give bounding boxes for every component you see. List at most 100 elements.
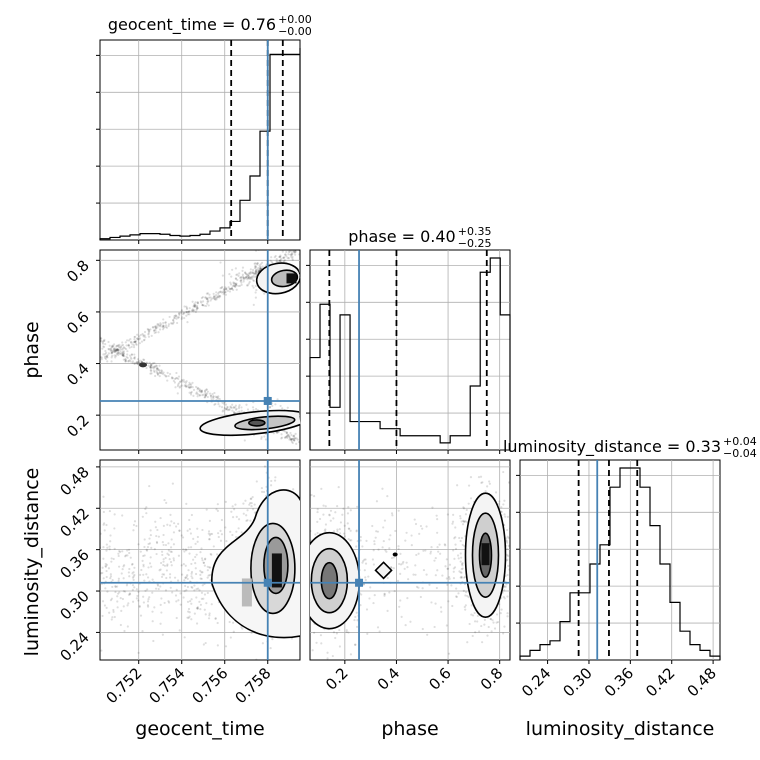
sample-point (252, 286, 255, 289)
sample-point (225, 540, 228, 543)
sample-point (264, 438, 268, 441)
sample-point (223, 288, 226, 291)
sample-point (236, 411, 239, 414)
sample-point (160, 369, 163, 372)
sample-point (226, 405, 229, 409)
sample-point (255, 272, 258, 275)
x-tick-label: 0.48 (684, 664, 720, 700)
sample-point (462, 507, 466, 510)
sample-point (219, 539, 223, 542)
sample-point (434, 602, 437, 605)
sample-point (131, 572, 134, 575)
sample-point (202, 561, 206, 564)
sample-point (169, 560, 173, 564)
sample-point (285, 250, 288, 254)
sample-point (167, 542, 170, 545)
sample-point (253, 511, 257, 514)
sample-point (496, 620, 500, 624)
sample-point (208, 293, 211, 296)
sample-point (208, 392, 212, 395)
sample-point (175, 616, 178, 620)
sample-point (209, 394, 213, 398)
sample-point (164, 321, 167, 324)
sample-point (278, 260, 281, 263)
sample-point (305, 559, 307, 561)
sample-point (204, 393, 208, 396)
sample-point (235, 273, 238, 276)
sample-point (512, 576, 514, 578)
sample-point (203, 593, 207, 596)
sample-point (206, 297, 209, 300)
sample-point (199, 577, 202, 580)
sample-point (291, 258, 294, 261)
sample-point (188, 600, 192, 603)
sample-point (232, 630, 235, 633)
sample-point (111, 578, 114, 582)
sample-point (194, 567, 197, 570)
sample-point (160, 611, 163, 614)
sample-point (225, 407, 228, 411)
sample-point (343, 535, 347, 538)
sample-point (300, 541, 302, 543)
sample-point (508, 568, 510, 571)
sample-point (216, 503, 219, 506)
sample-point (218, 294, 221, 298)
sample-point (200, 390, 203, 393)
sample-point (166, 552, 169, 555)
sample-point (199, 603, 203, 606)
sample-point (373, 542, 376, 546)
sample-point (155, 369, 158, 372)
sample-point (246, 274, 249, 277)
sample-point (198, 589, 201, 592)
sample-point (248, 276, 251, 280)
sample-point (506, 595, 509, 598)
sample-point (249, 272, 252, 275)
sample-point (204, 389, 207, 392)
sample-point (502, 470, 505, 474)
sample-point (153, 361, 156, 365)
sample-point (514, 541, 516, 543)
sample-point (382, 526, 385, 529)
sample-point (114, 347, 117, 350)
sample-point (209, 532, 212, 536)
sample-point (391, 514, 394, 517)
sample-point (195, 596, 198, 599)
sample-point (192, 388, 196, 391)
sample-point (143, 330, 147, 334)
sample-point (100, 532, 102, 535)
sample-point (215, 291, 218, 294)
sample-point (256, 270, 259, 274)
sample-point (454, 526, 457, 529)
sample-point (198, 389, 202, 392)
hist-panel-luminosity_distance-frame (519, 459, 721, 661)
x-tick-label: 0.758 (231, 664, 274, 707)
sample-point (341, 513, 344, 516)
sample-point (185, 380, 188, 383)
sample-point (102, 339, 105, 343)
sample-point (275, 259, 278, 263)
sample-point (208, 537, 211, 541)
sample-point (128, 575, 131, 578)
sample-point (246, 278, 249, 281)
sample-point (467, 502, 470, 505)
sample-point (190, 585, 193, 589)
sample-point (506, 558, 509, 561)
sample-point (471, 634, 474, 638)
sample-point (240, 531, 243, 534)
sample-point (103, 355, 107, 358)
sample-point (101, 566, 104, 569)
sample-point (388, 547, 391, 550)
sample-point (237, 405, 241, 408)
sample-point (276, 431, 279, 434)
sample-point (243, 277, 246, 280)
sample-point (288, 250, 291, 253)
sample-point (252, 279, 255, 282)
x-tick-label: 0.24 (518, 664, 554, 700)
sample-point (110, 349, 113, 352)
y-tick-label: 0.8 (63, 256, 93, 286)
sample-point (128, 593, 132, 596)
sample-point (178, 529, 181, 532)
sample-point (244, 276, 247, 279)
sample-point (124, 590, 127, 593)
sample-point (145, 548, 148, 551)
